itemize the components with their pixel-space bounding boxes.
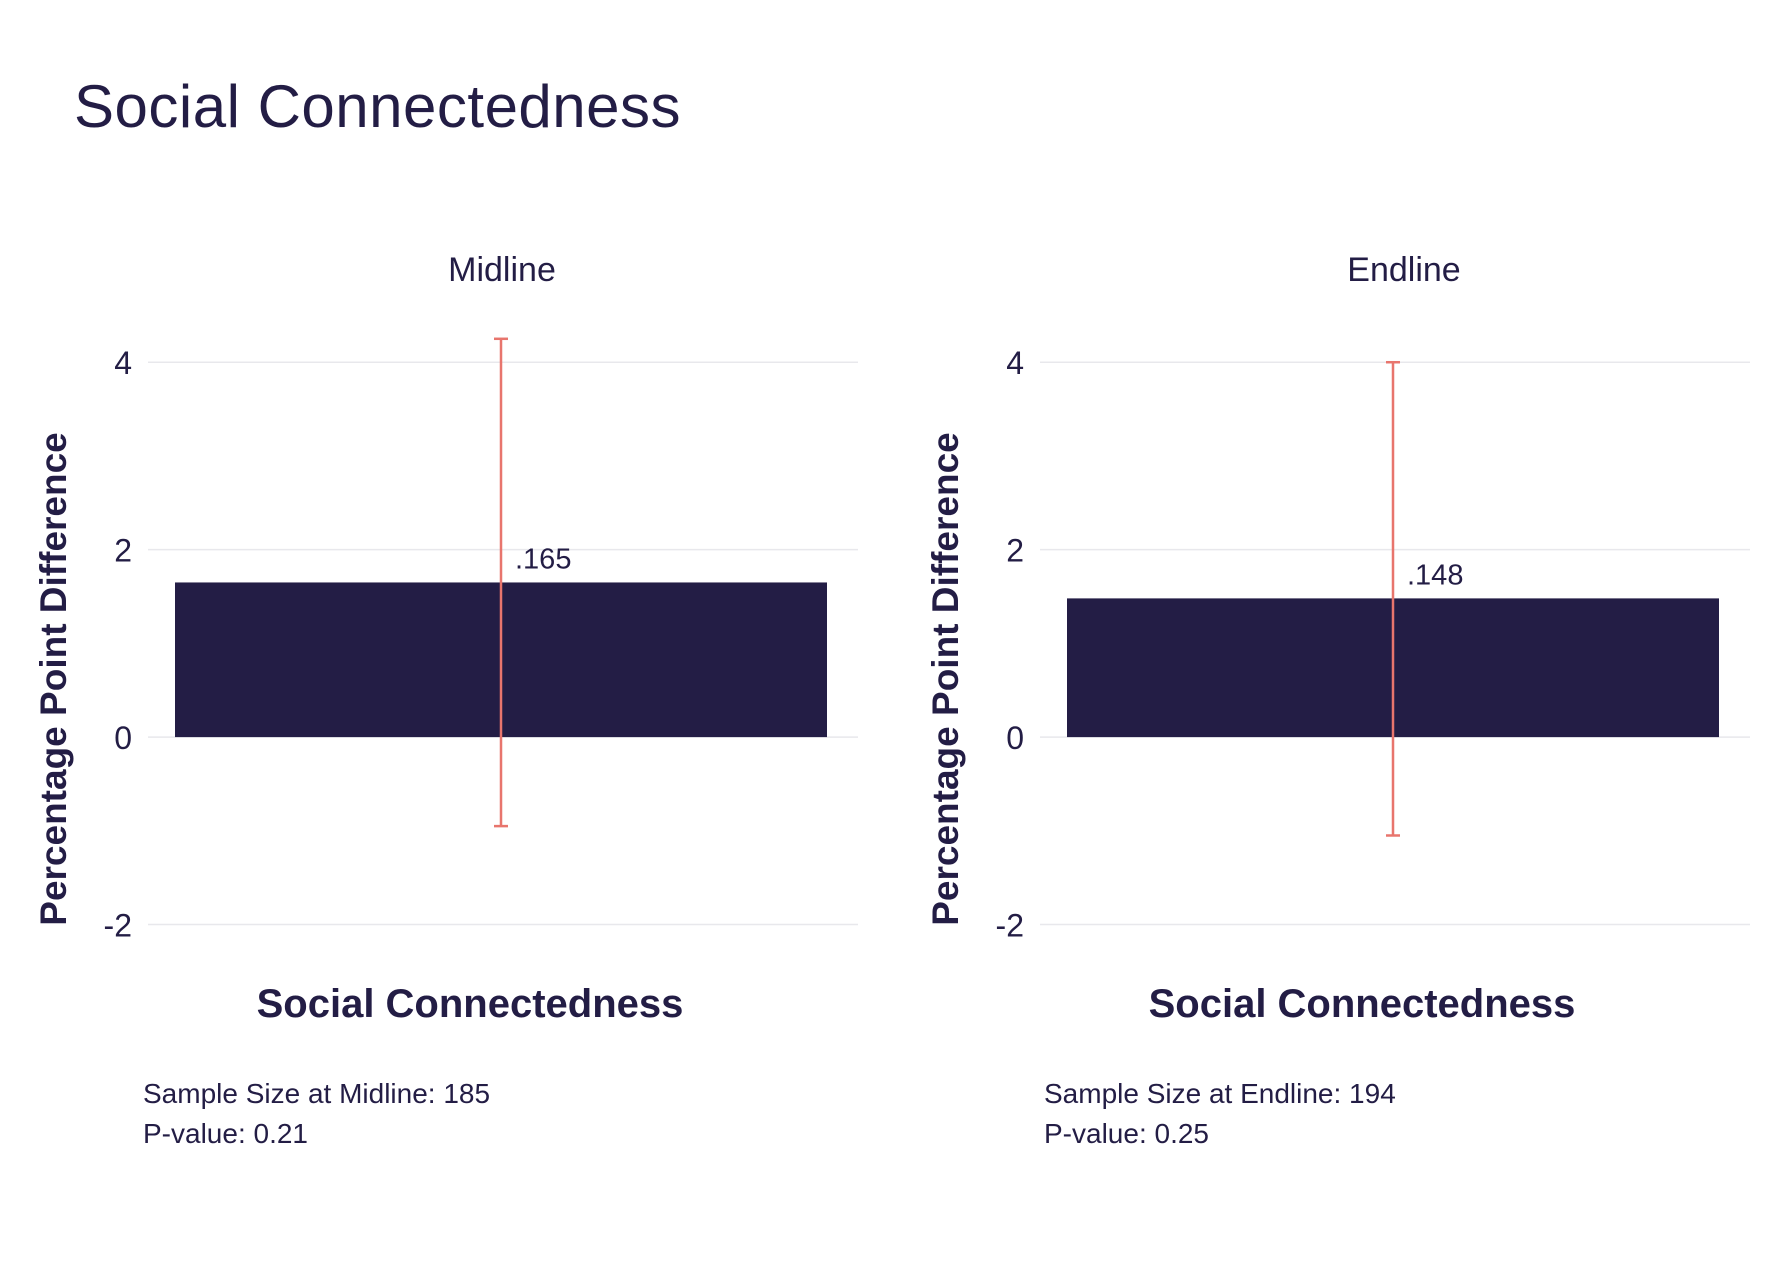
midline-sample-size: Sample Size at Midline: 185 — [143, 1078, 491, 1109]
midline-p-value: P-value: 0.21 — [143, 1118, 308, 1149]
endline-x-axis-label: Social Connectedness — [1149, 982, 1576, 1026]
midline-y-axis-label: Percentage Point Difference — [33, 432, 74, 925]
midline-data-label: .165 — [515, 543, 571, 575]
endline-p-value: P-value: 0.25 — [1044, 1118, 1209, 1149]
endline-notes: Sample Size at Endline: 194 P-value: 0.2… — [1044, 1074, 1396, 1154]
midline-y-tick-label: 2 — [114, 533, 132, 569]
midline-y-tick-label: 4 — [114, 345, 132, 381]
midline-notes: Sample Size at Midline: 185 P-value: 0.2… — [143, 1074, 490, 1154]
endline-facet-title: Endline — [1347, 251, 1460, 289]
endline-y-tick-label: 2 — [1006, 533, 1024, 569]
midline-y-tick-label: -2 — [104, 908, 132, 944]
midline-x-axis-label: Social Connectedness — [257, 982, 684, 1026]
page-title: Social Connectedness — [74, 73, 682, 140]
endline-sample-size: Sample Size at Endline: 194 — [1044, 1078, 1396, 1109]
endline-y-tick-label: -2 — [996, 908, 1024, 944]
endline-data-label: .148 — [1407, 559, 1463, 591]
midline-y-tick-label: 0 — [114, 720, 132, 756]
endline-y-tick-label: 0 — [1006, 720, 1024, 756]
endline-y-axis-label: Percentage Point Difference — [925, 432, 966, 925]
midline-facet-title: Midline — [448, 251, 556, 289]
endline-y-tick-label: 4 — [1006, 345, 1024, 381]
